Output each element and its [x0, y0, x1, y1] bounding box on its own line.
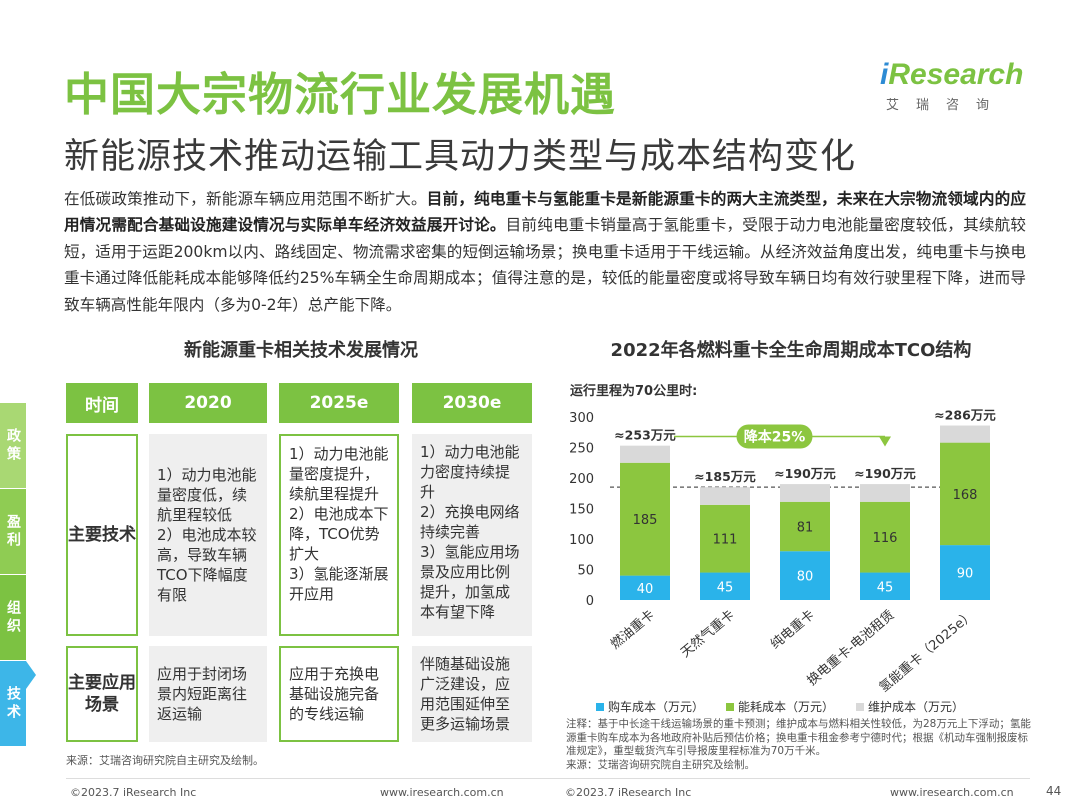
table-cell-scenario-2030e: 伴随基础设施广泛建设，应用范围延伸至更多运输场景	[412, 646, 532, 742]
bar-segment-0-2	[780, 551, 830, 600]
table-source: 来源：艾瑞咨询研究院自主研究及绘制。	[66, 754, 264, 767]
legend-label-purchase: 购车成本（万元）	[608, 700, 705, 714]
bar-segment-2-1	[700, 487, 750, 505]
footer-url-left[interactable]: www.iresearch.com.cn	[380, 786, 504, 799]
bar-segment-2-2	[780, 484, 830, 502]
bar-segment-1-3	[860, 501, 910, 573]
bar-segment-1-0	[620, 462, 670, 576]
legend-item-maintenance: 维护成本（万元）	[856, 698, 964, 715]
chart-legend: 购车成本（万元） 能耗成本（万元） 维护成本（万元）	[596, 698, 964, 715]
annotation-badge	[736, 424, 813, 449]
x-category-label: 纯电重卡	[767, 607, 817, 653]
iresearch-logo: iResearch 艾瑞咨询	[880, 58, 1030, 122]
table-header-2025e: 2025e	[279, 383, 399, 423]
bar-value-label: 185	[633, 513, 658, 528]
footer-copyright-right: ©2023.7 iResearch Inc	[565, 786, 692, 799]
legend-item-purchase: 购车成本（万元）	[596, 698, 704, 715]
bar-value-label: 45	[877, 580, 894, 595]
table-row-label-tech: 主要技术	[66, 434, 138, 636]
legend-swatch-energy	[726, 703, 735, 711]
table-header-2030e: 2030e	[412, 383, 532, 423]
bar-value-label: 116	[873, 531, 898, 546]
intro-part1: 在低碳政策推动下，新能源车辆应用范围不断扩大。	[64, 190, 427, 208]
side-tab-technology[interactable]: 技术	[0, 661, 26, 747]
page-subtitle: 新能源技术推动运输工具动力类型与成本结构变化	[64, 137, 857, 177]
y-tick-label: 150	[569, 503, 594, 518]
x-category-label: 换电重卡-电池租赁	[804, 607, 898, 689]
footer-copyright-left: ©2023.7 iResearch Inc	[70, 786, 197, 799]
bar-segment-2-0	[620, 445, 670, 463]
bar-value-label: 45	[717, 580, 734, 595]
logo-i: i	[880, 58, 889, 91]
bar-segment-0-4	[940, 545, 990, 600]
bar-segment-2-3	[860, 484, 910, 502]
page-title: 中国大宗物流行业发展机遇	[64, 68, 617, 121]
intro-paragraph: 在低碳政策推动下，新能源车辆应用范围不断扩大。目前，纯电重卡与氢能重卡是新能源重…	[64, 186, 1026, 318]
table-cell-tech-2020: 1）动力电池能量密度低，续航里程较低 2）电池成本较高，导致车辆TCO下降幅度有…	[149, 434, 267, 636]
legend-swatch-purchase	[596, 703, 604, 711]
bar-segment-0-0	[620, 575, 670, 600]
y-tick-label: 100	[569, 533, 594, 548]
annotation-arrow-icon	[879, 436, 891, 447]
bar-segment-0-3	[860, 572, 910, 600]
bar-total-label: ≈190万元	[774, 466, 836, 481]
intro-part2: 目前，纯电重卡与氢能重卡是新能源重卡的两大主流类型，未来在大宗物流领域内的应用情…	[64, 190, 1026, 235]
bar-value-label: 168	[953, 488, 978, 503]
bar-value-label: 40	[637, 582, 654, 597]
chart-notes: 注释：基于中长途干线运输场景的重卡预测；维护成本与燃料相关性较低，为28万元上下…	[566, 718, 1036, 772]
legend-label-energy: 能耗成本（万元）	[738, 700, 835, 714]
legend-label-maintenance: 维护成本（万元）	[868, 700, 965, 714]
chart-title: 2022年各燃料重卡全生命周期成本TCO结构	[610, 340, 972, 361]
chart-notes-text: 注释：基于中长途干线运输场景的重卡预测；维护成本与燃料相关性较低，为28万元上下…	[566, 718, 1031, 757]
y-tick-label: 250	[569, 442, 594, 457]
legend-item-energy: 能耗成本（万元）	[726, 698, 834, 715]
x-category-label: 燃油重卡	[607, 607, 657, 653]
bar-value-label: 90	[957, 567, 974, 582]
table-row-label-scenario: 主要应用场景	[66, 646, 138, 742]
table-cell-scenario-2020: 应用于封闭场景内短距离往返运输	[149, 646, 267, 742]
bar-segment-0-1	[700, 572, 750, 600]
bar-value-label: 80	[797, 570, 814, 585]
bar-value-label: 111	[713, 533, 738, 548]
y-tick-label: 0	[586, 594, 594, 609]
side-tab-policy[interactable]: 政策	[0, 403, 26, 489]
bar-total-label: ≈185万元	[694, 469, 756, 484]
table-title: 新能源重卡相关技术发展情况	[184, 340, 418, 361]
bar-total-label: ≈286万元	[934, 408, 996, 423]
page-number: 44	[1046, 784, 1062, 798]
side-tab-active-arrow-icon	[26, 661, 36, 689]
annotation-label: 降本25%	[744, 429, 806, 446]
bar-segment-1-1	[700, 504, 750, 573]
side-tab-profit[interactable]: 盈利	[0, 489, 26, 575]
side-tab-organization[interactable]: 组织	[0, 575, 26, 661]
y-tick-label: 50	[577, 564, 594, 579]
side-tabs: 政策 盈利 组织 技术	[0, 403, 36, 747]
footer-divider	[66, 778, 1030, 779]
y-tick-label: 200	[569, 472, 594, 487]
table-header-2020: 2020	[149, 383, 267, 423]
table-cell-tech-2030e: 1）动力电池能力密度持续提升 2）充换电网络持续完善 3）氢能应用场景及应用比例…	[412, 434, 532, 636]
logo-word: Research	[888, 58, 1024, 91]
chart-source: 来源：艾瑞咨询研究院自主研究及绘制。	[566, 758, 755, 771]
logo-cn: 艾瑞咨询	[886, 98, 1007, 113]
bar-total-label: ≈190万元	[854, 466, 916, 481]
bar-segment-1-4	[940, 442, 990, 546]
footer-url-right[interactable]: www.iresearch.com.cn	[890, 786, 1014, 799]
table-cell-tech-2025e: 1）动力电池能量密度提升，续航里程提升 2）电池成本下降，TCO优势扩大 3）氢…	[279, 434, 399, 636]
bar-value-label: 81	[797, 520, 814, 535]
bar-segment-1-2	[780, 501, 830, 552]
chart-subtitle: 运行里程为70公里时:	[570, 384, 698, 399]
legend-swatch-maintenance	[856, 703, 865, 711]
x-category-label: 天然气重卡	[677, 607, 737, 661]
table-cell-scenario-2025e: 应用于充换电基础设施完备的专线运输	[279, 646, 399, 742]
y-tick-label: 300	[569, 411, 594, 426]
table-header-time: 时间	[66, 383, 138, 423]
intro-part3: 目前纯电重卡销量高于氢能重卡，受限于动力电池能量密度较低，其续航较短，适用于运距…	[64, 216, 1026, 314]
bar-segment-2-4	[940, 425, 990, 443]
bar-total-label: ≈253万元	[614, 428, 676, 443]
